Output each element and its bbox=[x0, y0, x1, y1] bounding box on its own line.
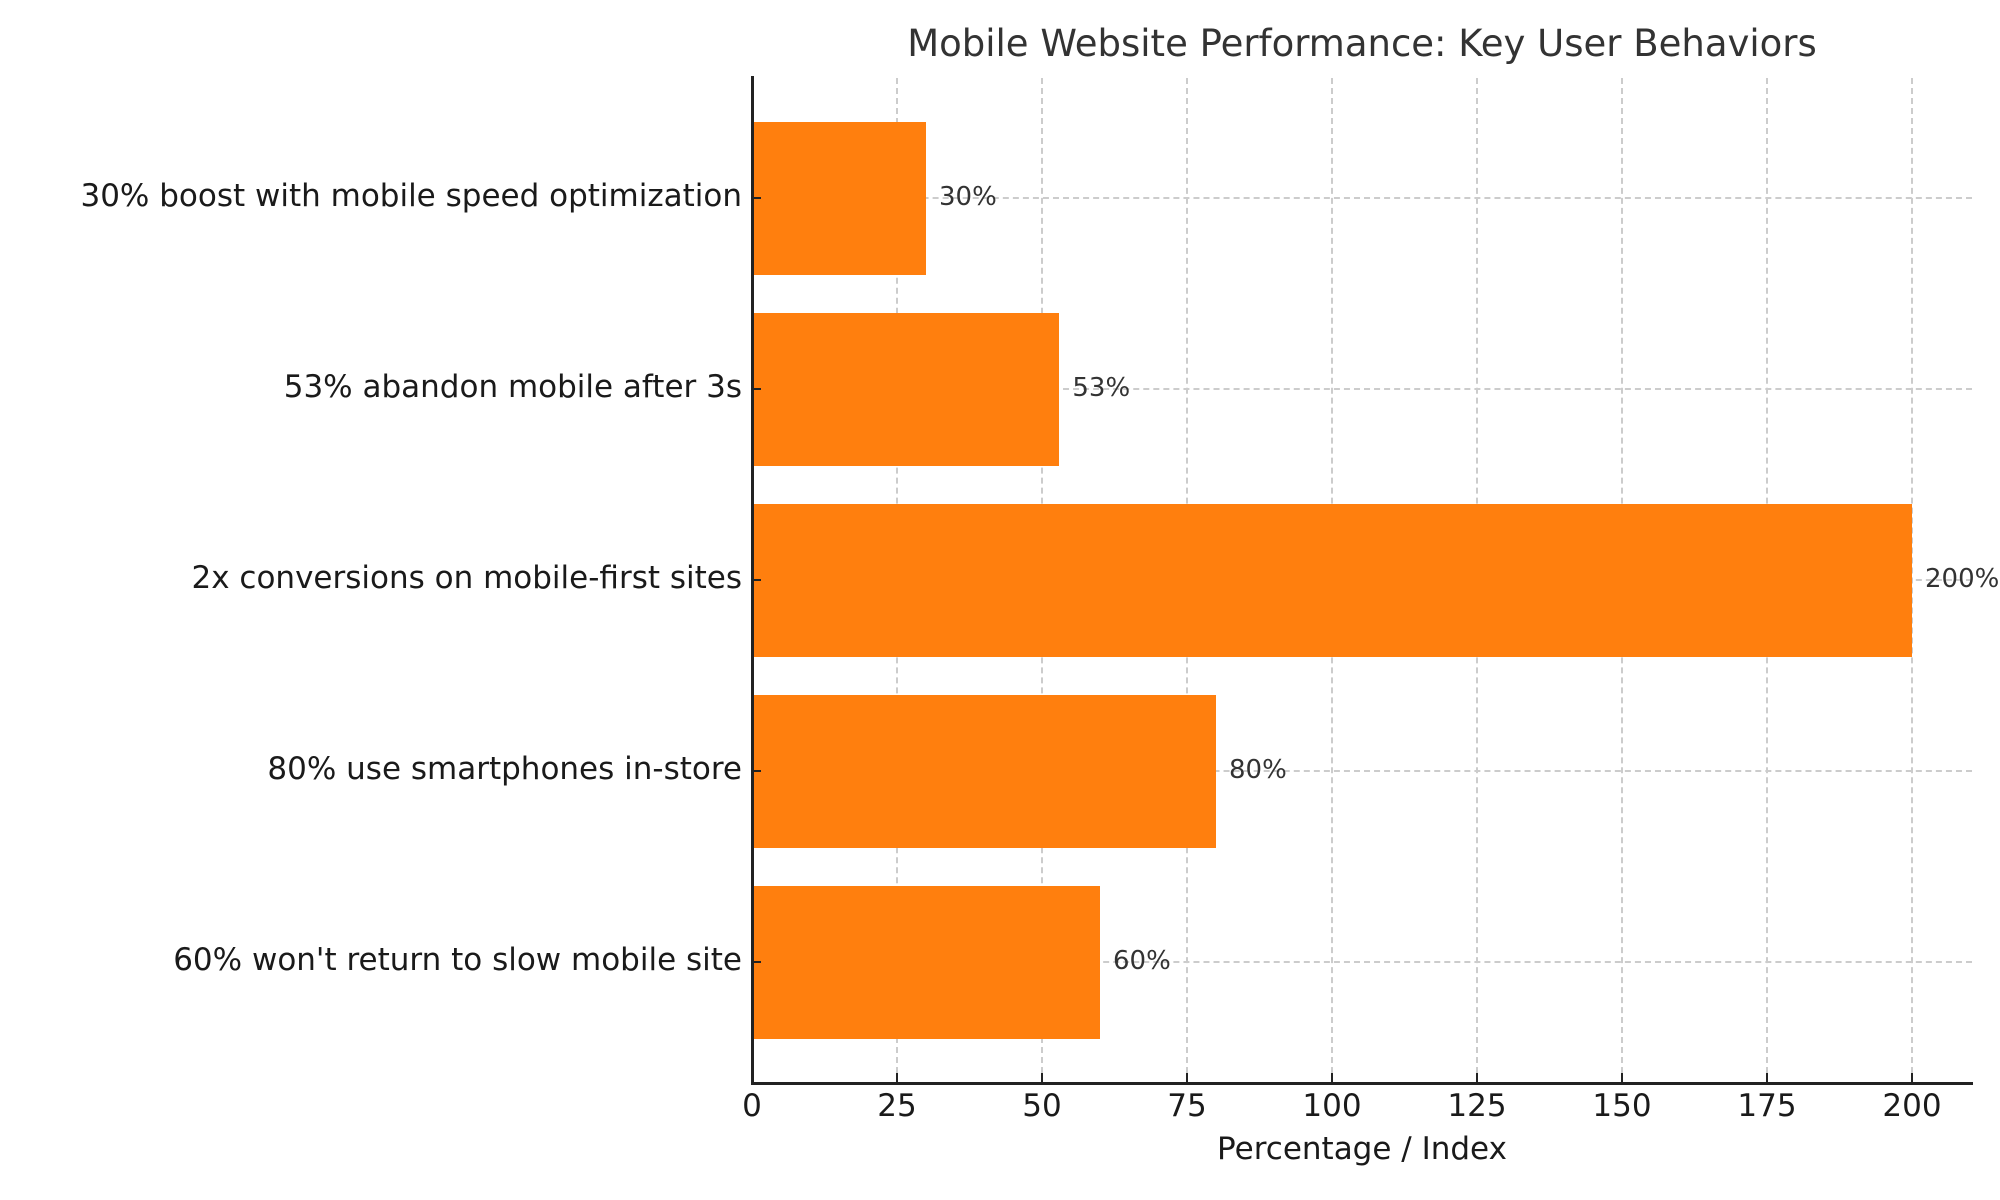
x-tick-mark bbox=[896, 1073, 898, 1083]
x-tick-mark bbox=[751, 1073, 753, 1083]
x-tick-label: 0 bbox=[742, 1088, 762, 1124]
x-tick-label: 75 bbox=[1167, 1088, 1207, 1124]
x-tick-label: 100 bbox=[1302, 1088, 1362, 1124]
y-tick-mark bbox=[752, 770, 761, 772]
bar bbox=[752, 885, 1100, 1039]
bar bbox=[752, 694, 1216, 848]
gridline-horizontal bbox=[752, 961, 1972, 963]
plot-area: 30% 53% 200% 80% 60% bbox=[751, 76, 1999, 1085]
x-tick-mark bbox=[1331, 1073, 1333, 1083]
y-tick-label: 2x conversions on mobile-first sites bbox=[191, 560, 743, 596]
x-tick-label: 125 bbox=[1447, 1088, 1507, 1124]
bar-value-label: 30% bbox=[939, 182, 997, 212]
x-axis-line bbox=[751, 1082, 1973, 1085]
x-tick-mark bbox=[1621, 1073, 1623, 1083]
x-tick-mark bbox=[1186, 1073, 1188, 1083]
x-tick-label: 150 bbox=[1592, 1088, 1652, 1124]
chart-title: Mobile Website Performance: Key User Beh… bbox=[907, 22, 1817, 65]
y-tick-mark bbox=[752, 197, 761, 199]
x-tick-mark bbox=[1766, 1073, 1768, 1083]
gridline-horizontal bbox=[752, 197, 1972, 199]
y-tick-mark bbox=[752, 388, 761, 390]
y-tick-label: 53% abandon mobile after 3s bbox=[283, 369, 742, 405]
gridline-horizontal bbox=[752, 770, 1972, 772]
x-tick-mark bbox=[1476, 1073, 1478, 1083]
y-tick-label: 80% use smartphones in-store bbox=[267, 751, 742, 787]
y-tick-label: 30% boost with mobile speed optimization bbox=[80, 178, 742, 214]
y-tick-mark bbox=[752, 961, 761, 963]
x-axis-title: Percentage / Index bbox=[1217, 1131, 1507, 1167]
bar-value-label: 53% bbox=[1072, 373, 1131, 403]
x-tick-label: 25 bbox=[877, 1088, 917, 1124]
x-tick-mark bbox=[1911, 1073, 1913, 1083]
y-tick-label: 60% won't return to slow mobile site bbox=[173, 942, 742, 978]
bar bbox=[752, 503, 1912, 657]
x-tick-mark bbox=[1041, 1073, 1043, 1083]
bar bbox=[752, 121, 926, 275]
x-tick-label: 175 bbox=[1737, 1088, 1797, 1124]
bar-value-label: 200% bbox=[1925, 564, 2000, 594]
y-tick-mark bbox=[752, 579, 761, 581]
x-tick-label: 200 bbox=[1882, 1088, 1942, 1124]
gridline-horizontal bbox=[752, 388, 1972, 390]
bar-value-label: 60% bbox=[1113, 946, 1171, 976]
bar-value-label: 80% bbox=[1229, 755, 1287, 785]
bar bbox=[752, 312, 1060, 466]
x-tick-label: 50 bbox=[1022, 1088, 1062, 1124]
